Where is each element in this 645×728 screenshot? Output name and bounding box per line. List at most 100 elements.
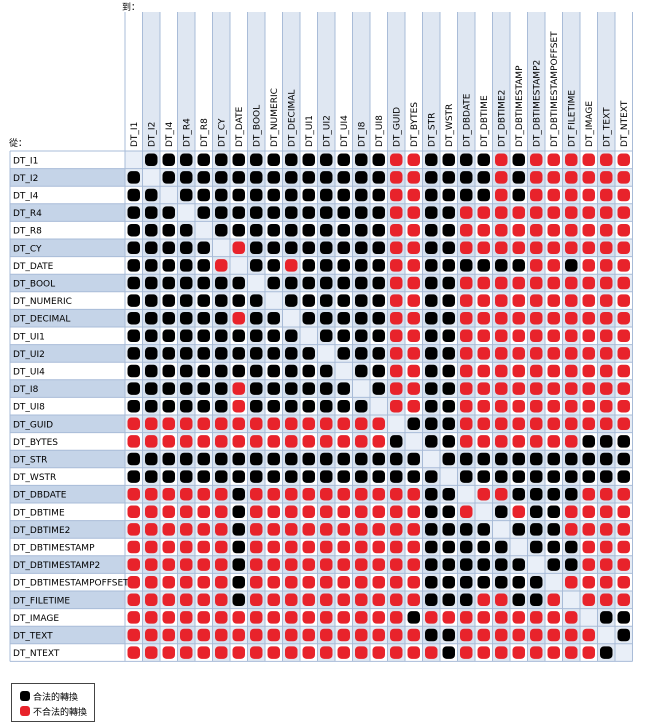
illegal-conversion-dot [285,505,298,519]
row-label-band [10,626,125,644]
legal-conversion-dot [460,575,473,589]
legal-conversion-dot [425,593,438,607]
illegal-conversion-dot [390,311,403,325]
legal-conversion-dot [442,575,455,589]
illegal-conversion-dot [285,540,298,554]
illegal-conversion-dot [512,399,525,413]
illegal-conversion-dot [180,487,193,501]
legal-conversion-dot [215,311,228,325]
illegal-conversion-dot [512,329,525,343]
legal-conversion-dot [442,399,455,413]
legal-conversion-dot [442,311,455,325]
illegal-conversion-dot [512,646,525,659]
illegal-conversion-dot [617,223,630,237]
illegal-conversion-dot [127,628,140,642]
illegal-conversion-dot [390,523,403,536]
legal-conversion-dot [145,382,158,395]
legal-conversion-dot [197,452,210,466]
illegal-conversion-dot [197,646,210,659]
legal-conversion-dot [390,452,403,466]
illegal-conversion-dot [547,259,560,272]
illegal-conversion-dot [617,487,630,501]
column-header-dt_guid: DT_GUID [392,107,402,147]
legal-conversion-dot [477,171,490,184]
legal-conversion-dot [372,347,385,360]
legal-conversion-dot [302,470,315,483]
illegal-conversion-dot [600,329,613,343]
legal-conversion-dot [197,470,210,483]
illegal-conversion-dot [460,646,473,659]
legal-conversion-dot [495,259,508,272]
illegal-conversion-dot [582,259,595,272]
illegal-conversion-dot [145,487,158,501]
illegal-conversion-dot [530,276,543,290]
illegal-conversion-dot [565,311,578,325]
legal-conversion-dot [302,259,315,272]
illegal-conversion-dot [512,382,525,395]
illegal-conversion-dot [477,593,490,607]
illegal-conversion-dot [267,487,280,501]
illegal-conversion-dot [267,593,280,607]
row-label-band [10,362,125,380]
diagonal-cell [230,256,248,275]
legal-conversion-dot [425,259,438,272]
illegal-conversion-dot [390,382,403,395]
diagonal-cell [177,203,195,222]
illegal-conversion-dot [600,523,613,536]
illegal-conversion-dot [337,628,350,642]
illegal-conversion-dot [337,523,350,536]
illegal-conversion-dot [512,364,525,378]
illegal-conversion-dot [215,540,228,554]
legal-conversion-dot [337,452,350,466]
illegal-conversion-dot [600,241,613,255]
legal-conversion-dot [442,153,455,167]
illegal-conversion-dot [565,435,578,448]
legal-conversion-dot [320,399,333,413]
illegal-conversion-dot [232,646,245,659]
legal-conversion-dot [250,241,263,255]
legal-conversion-dot [460,153,473,167]
row-label-band [10,168,125,187]
row-header-dt_decimal: DT_DECIMAL [13,315,70,325]
legal-conversion-dot [355,364,368,378]
illegal-conversion-dot [372,593,385,607]
legal-conversion-dot [320,470,333,483]
illegal-conversion-dot [162,417,175,431]
illegal-conversion-dot [215,611,228,624]
illegal-conversion-dot [495,206,508,219]
illegal-conversion-dot [407,628,420,642]
legal-conversion-dot [355,223,368,237]
illegal-conversion-dot [320,628,333,642]
illegal-conversion-dot [547,611,560,624]
illegal-conversion-dot [530,382,543,395]
legal-conversion-dot [512,452,525,466]
illegal-conversion-dot [407,558,420,571]
legal-conversion-dot [145,241,158,255]
legal-conversion-dot [425,435,438,448]
legal-conversion-dot [232,540,245,554]
legal-conversion-dot [425,241,438,255]
legal-conversion-dot [302,153,315,167]
legal-conversion-dot [232,329,245,343]
legal-conversion-dot [477,470,490,483]
column-header-dt_dbdate: DT_DBDATE [462,93,472,147]
legal-conversion-dot [302,188,315,202]
legal-conversion-dot [320,153,333,167]
legal-conversion-dot [302,399,315,413]
legal-conversion-dot [477,540,490,554]
row-header-dt_text: DT_TEXT [13,632,53,642]
legal-conversion-dot [285,452,298,466]
legal-conversion-dot [495,505,508,519]
illegal-conversion-dot [600,399,613,413]
legal-conversion-dot [425,276,438,290]
illegal-conversion-dot [285,259,298,272]
illegal-conversion-dot [162,487,175,501]
illegal-conversion-dot [547,382,560,395]
row-header-dt_ui8: DT_UI8 [13,403,45,413]
legal-conversion-dot [442,558,455,571]
legal-conversion-dot [372,153,385,167]
legal-conversion-dot [600,611,613,624]
illegal-conversion-dot [495,646,508,659]
diagonal-cell [265,291,283,310]
legal-conversion-dot [355,153,368,167]
